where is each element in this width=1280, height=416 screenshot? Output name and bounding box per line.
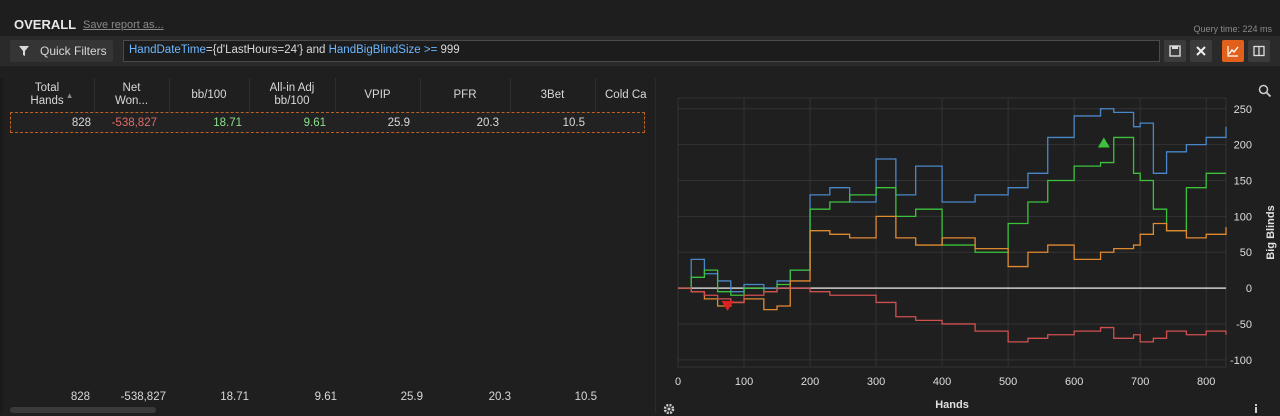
sum-net-won: -538,827 [120,391,166,403]
x-tick-label: 100 [735,376,753,388]
sum-3bet: 10.5 [574,391,597,403]
query-conj: and [303,44,329,56]
plot-frame [677,97,1227,368]
query-value-1: {d'LastHours=24'} [212,44,304,56]
chart-icon [1227,46,1239,57]
filter-bar: Quick Filters HandDateTime={d'LastHours=… [0,36,1280,66]
column-header-cold-call[interactable]: Cold Ca [595,78,655,112]
column-header-total-hands[interactable]: Total Hands ▲ [10,78,95,112]
x-tick-label: 0 [675,376,681,388]
column-label: 3Bet [540,88,565,101]
chart-view-button[interactable] [1222,40,1244,62]
panel-splitter[interactable] [655,78,656,413]
column-header-vpip[interactable]: VPIP [335,78,421,112]
column-header-bb100[interactable]: bb/100 [169,78,250,112]
series-line-3 [678,287,1227,343]
cell-3bet: 10.5 [562,117,585,129]
column-label: Cold Ca [605,88,647,101]
save-filter-button[interactable] [1164,40,1186,62]
y-tick-label: 200 [1234,140,1252,152]
panel-edge [0,78,3,413]
table-row[interactable]: 828 -538,827 18.71 9.61 25.9 20.3 10.5 [10,112,645,133]
query-field-2: HandBigBlindSize [328,44,421,56]
sum-bb100: 18.71 [220,391,249,403]
cell-allin-adj: 9.61 [303,117,326,129]
y-tick-label: 150 [1234,175,1252,187]
info-icon[interactable] [1251,403,1261,413]
y-tick-label: 0 [1246,283,1252,295]
x-tick-label: 800 [1197,376,1215,388]
cell-total-hands: 828 [71,117,91,129]
column-label: bb/100 [191,88,227,101]
x-tick-label: 700 [1131,376,1149,388]
column-label: Net Won... [114,82,149,107]
winnings-chart: 0 100 200 300 400 500 600 700 800250200150100500… [675,97,1277,411]
sum-vpip: 25.9 [400,391,423,403]
cell-net-won: -538,827 [111,117,157,129]
sum-allin-adj: 9.61 [314,391,337,403]
series-line-1 [678,136,1226,296]
save-icon [1169,45,1181,57]
chart-panel: 0 100 200 300 400 500 600 700 800 250 200 150 100 50 0… [656,78,1280,413]
max-marker [1097,137,1110,148]
clear-icon [1196,46,1206,56]
gear-icon[interactable] [662,402,676,414]
filter-query-input[interactable]: HandDateTime={d'LastHours=24'} and HandB… [123,40,1160,62]
y-tick-label: -50 [1236,319,1252,331]
split-view-button[interactable] [1248,40,1270,62]
zoom-icon[interactable] [1258,84,1272,98]
x-tick-label: 600 [1065,376,1083,388]
cell-pfr: 20.3 [476,117,499,129]
y-tick-label: -100 [1230,355,1252,367]
y-tick-label: 250 [1234,104,1252,116]
query-value-2: 999 [440,44,460,56]
column-label: Total Hands [30,82,64,107]
horizontal-scrollbar[interactable] [10,407,156,413]
sum-total-hands: 828 [70,391,90,403]
column-header-allin-adj[interactable]: All-in Adj bb/100 [249,78,336,112]
column-header-net-won[interactable]: Net Won... [94,78,170,112]
column-label: VPIP [364,88,391,101]
cell-bb100: 18.71 [213,117,242,129]
sum-pfr: 20.3 [488,391,511,403]
query-field-1: HandDateTime [129,44,206,56]
query-op-1: = [205,44,213,56]
filter-icon [19,46,29,56]
x-axis-label: Hands [935,399,969,411]
stats-table: Total Hands ▲ Net Won... bb/100 All-in Ad… [10,78,647,413]
clear-filter-button[interactable] [1190,40,1212,62]
series-line-0 [678,108,1227,293]
y-axis-label: Big Blinds [1265,205,1277,259]
x-tick-label: 300 [867,376,885,388]
query-time: Query time: 224 ms [1193,24,1272,34]
x-tick-label: 200 [801,376,819,388]
table-header: Total Hands ▲ Net Won... bb/100 All-in Ad… [10,78,647,113]
save-report-link[interactable]: Save report as... [83,19,164,31]
cell-vpip: 25.9 [387,117,410,129]
column-label: All-in Adj bb/100 [269,82,315,107]
column-header-pfr[interactable]: PFR [420,78,511,112]
summary-row: 828 -538,827 18.71 9.61 25.9 20.3 10.5 [10,387,645,407]
y-tick-label: 50 [1240,247,1252,259]
column-header-3bet[interactable]: 3Bet [510,78,596,112]
y-tick-label: 100 [1234,211,1252,223]
page-title: OVERALL [14,17,77,32]
min-marker [721,301,734,312]
quick-filters-button[interactable]: Quick Filters [10,40,113,62]
split-view-icon [1253,45,1265,57]
quick-filters-label: Quick Filters [40,44,107,58]
query-op-2: >= [420,44,441,56]
sort-asc-icon: ▲ [65,90,74,100]
column-label: PFR [453,88,477,101]
report-header: OVERALL Save report as... Query time: 22… [0,0,1280,36]
x-tick-label: 500 [999,376,1017,388]
x-tick-label: 400 [933,376,951,388]
